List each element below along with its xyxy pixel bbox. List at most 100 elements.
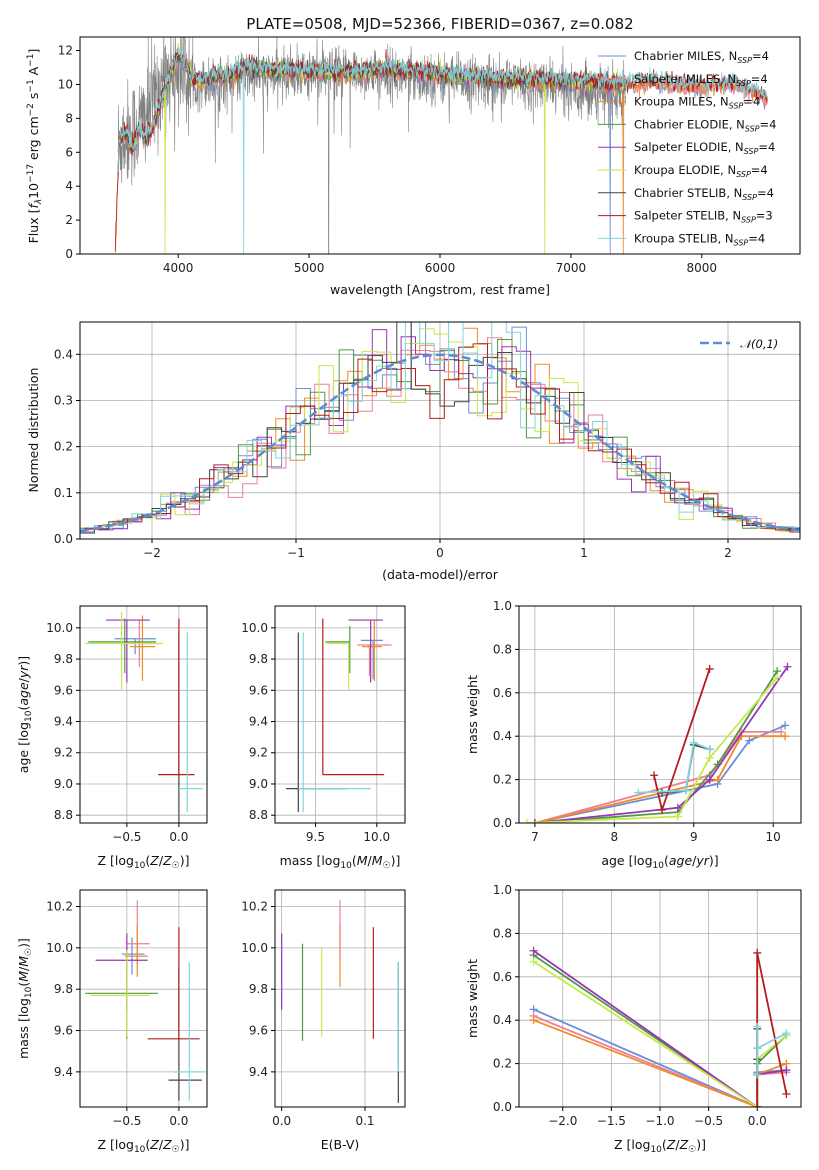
mass-weight-series <box>753 948 791 1107</box>
series-marker <box>705 745 714 754</box>
error-bar-point <box>85 612 164 691</box>
x-axis-label: (data-model)/error <box>382 567 499 582</box>
y-tick-label: 9.4 <box>249 1065 268 1079</box>
x-tick-label: 0.0 <box>272 1114 291 1128</box>
error-bar-point <box>168 966 202 1101</box>
x-tick-label: −1 <box>287 546 305 560</box>
y-axis-label: Normed distribution <box>26 368 41 493</box>
x-tick-label: 0.0 <box>169 1114 188 1128</box>
mass-weight-series <box>522 673 782 823</box>
figure-title: PLATE=0508, MJD=52366, FIBERID=0367, z=0… <box>246 15 633 33</box>
legend-label: Chabrier ELODIE, NSSP=4 <box>634 117 776 133</box>
y-axis-label: Flux [fλ10−17 erg cm−2 s−1 A−1] <box>26 49 44 244</box>
series-marker <box>753 1022 762 1031</box>
series-marker <box>783 662 792 671</box>
series-marker <box>773 673 782 682</box>
series-marker <box>705 775 714 784</box>
x-tick-label: −0.5 <box>112 1114 141 1128</box>
y-tick-label: 10.2 <box>241 900 268 914</box>
series-line <box>534 735 786 823</box>
x-tick-label: 10 <box>766 830 781 844</box>
y-tick-label: 0.6 <box>493 686 512 700</box>
y-tick-label: 0.2 <box>493 1057 512 1071</box>
x-tick-label: 0.1 <box>355 1114 374 1128</box>
y-tick-label: 9.0 <box>249 777 268 791</box>
y-tick-label: 8.8 <box>249 808 268 822</box>
legend-label: Salpeter STELIB, NSSP=3 <box>634 209 773 225</box>
series-line <box>526 677 778 823</box>
y-tick-label: 0.0 <box>493 816 512 830</box>
x-tick-label: 9 <box>690 830 698 844</box>
x-tick-label: −2 <box>143 546 161 560</box>
x-axis-label: Z [log10(Z/Z☉)] <box>614 1137 706 1155</box>
x-tick-label: 10.0 <box>363 830 390 844</box>
y-tick-label: 0.2 <box>54 440 73 454</box>
error-bar-point <box>173 962 205 1101</box>
x-tick-label: 7 <box>531 830 539 844</box>
series-marker <box>782 1029 791 1038</box>
y-tick-label: 9.6 <box>54 683 73 697</box>
series-marker <box>529 1016 538 1025</box>
residual-histogram <box>80 339 800 532</box>
y-tick-label: 0.3 <box>54 393 73 407</box>
series-marker <box>781 732 790 741</box>
series-line <box>534 670 778 823</box>
error-bar-point <box>322 618 385 776</box>
y-tick-label: 10.0 <box>241 621 268 635</box>
error-bar-point <box>298 632 371 813</box>
plot-area <box>85 900 205 1101</box>
series-line <box>756 952 788 1107</box>
error-bar-point <box>95 933 148 1012</box>
y-tick-label: 4 <box>65 179 73 193</box>
x-axis-label: E(B-V) <box>321 1137 360 1152</box>
y-tick-label: 2 <box>65 213 73 227</box>
series-marker <box>753 1070 762 1079</box>
series-line <box>534 724 786 823</box>
axes-frame <box>274 889 406 1108</box>
x-axis-label: mass [log10(M/M☉)] <box>280 853 401 871</box>
x-tick-label: −0.5 <box>112 830 141 844</box>
axes-age_vs_Z: −0.5 0.0 8.8 9.0 9.2 9.4 9.6 9.8 10.0 Z [log10(Z/… <box>16 605 208 871</box>
series-marker <box>634 788 643 797</box>
axes-mass_weight_vs_age: 7 8 9 10 0.0 0.2 0.4 0.6 0.8 1.0 age [log10(age/yr… <box>465 599 802 871</box>
x-axis-label: wavelength [Angstrom, rest frame] <box>330 282 550 297</box>
y-tick-label: 9.8 <box>54 982 73 996</box>
y-tick-label: 8.8 <box>54 808 73 822</box>
y-tick-label: 0.8 <box>493 926 512 940</box>
y-axis-label: mass [log10(M/M☉)] <box>16 938 34 1059</box>
y-tick-label: 10.0 <box>46 941 73 955</box>
y-tick-label: 10.0 <box>46 621 73 635</box>
x-axis-label: Z [log10(Z/Z☉)] <box>97 853 189 871</box>
y-tick-label: 1.0 <box>493 883 512 897</box>
x-tick-label: 4000 <box>163 261 194 275</box>
series-marker <box>529 946 538 955</box>
series-marker <box>753 948 762 957</box>
residual-histogram <box>88 327 800 532</box>
plot-area <box>114 37 768 254</box>
y-tick-label: 9.4 <box>54 1065 73 1079</box>
y-tick-label: 0.4 <box>493 1013 512 1027</box>
axes-frame <box>274 605 406 824</box>
series-line <box>534 666 789 823</box>
series-marker <box>673 803 682 812</box>
series-marker <box>650 771 659 780</box>
y-tick-label: 0.0 <box>493 1100 512 1114</box>
series-marker <box>753 1044 762 1053</box>
error-bar-point <box>126 900 150 965</box>
series-marker <box>673 812 682 821</box>
series-marker <box>782 1066 791 1075</box>
x-axis-label: Z [log10(Z/Z☉)] <box>97 1137 189 1155</box>
axes-mass_weight_vs_Z: −2.0 −1.5 −1.0 −0.5 0.0 0.0 0.2 0.4 0.6 0.8 1.0 Z [… <box>465 883 802 1155</box>
mass-weight-series <box>650 664 714 814</box>
error-bar-point <box>124 925 148 977</box>
axes-age_vs_mass: 9.5 10.0 8.8 9.0 9.2 9.4 9.6 9.8 10.0 mass [log10… <box>241 605 406 871</box>
error-bar-point <box>326 642 350 691</box>
y-tick-label: 0.2 <box>493 773 512 787</box>
y-tick-label: 6 <box>65 145 73 159</box>
plot-area <box>529 946 791 1107</box>
y-tick-label: 9.2 <box>249 746 268 760</box>
error-bar-point <box>90 949 150 1037</box>
axes-mass_vs_EBV: 0.0 0.1 9.4 9.6 9.8 10.0 10.2 E(B-V) <box>241 889 406 1152</box>
